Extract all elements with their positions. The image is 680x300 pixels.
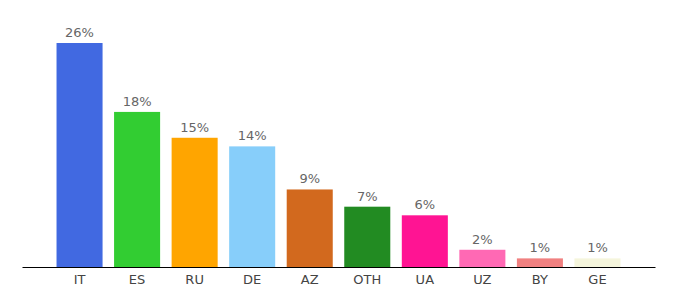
bar	[287, 189, 333, 267]
bar	[229, 146, 275, 267]
x-tick-label: RU	[185, 272, 204, 287]
bar	[574, 258, 620, 267]
bars	[57, 43, 621, 267]
x-tick: IT	[74, 267, 86, 287]
chart: 26% 18% 15% 14% 9% 7% 6% 2% 1% 1% IT ES RU DE AZ OTH UA U…	[0, 0, 680, 300]
data-label: 1%	[530, 240, 551, 255]
x-tick-label: UA	[416, 272, 435, 287]
x-tick-label: DE	[243, 272, 261, 287]
x-tick-label: OTH	[353, 272, 381, 287]
x-tick-label: IT	[74, 272, 86, 287]
bar	[172, 138, 218, 267]
data-label: 14%	[238, 128, 267, 143]
data-label: 18%	[123, 94, 152, 109]
x-tick: UZ	[473, 267, 491, 287]
x-tick: RU	[185, 267, 204, 287]
data-labels: 26% 18% 15% 14% 9% 7% 6% 2% 1% 1%	[65, 25, 608, 255]
data-label: 9%	[299, 171, 320, 186]
x-axis: IT ES RU DE AZ OTH UA UZ BY GE	[23, 267, 656, 287]
bar	[344, 207, 390, 267]
x-tick: OTH	[353, 267, 381, 287]
data-label: 6%	[415, 197, 436, 212]
x-tick-label: AZ	[301, 272, 319, 287]
x-tick-label: BY	[532, 272, 548, 287]
bar	[402, 215, 448, 267]
bar	[459, 250, 505, 267]
data-label: 7%	[357, 189, 378, 204]
x-tick: UA	[416, 267, 435, 287]
x-tick: BY	[532, 267, 548, 287]
x-tick: AZ	[301, 267, 319, 287]
data-label: 15%	[180, 120, 209, 135]
data-label: 2%	[472, 232, 493, 247]
data-label: 1%	[587, 240, 608, 255]
bar	[57, 43, 103, 267]
x-tick: GE	[588, 267, 606, 287]
x-tick: ES	[129, 267, 145, 287]
x-tick-label: GE	[588, 272, 606, 287]
x-tick-label: UZ	[473, 272, 491, 287]
x-tick: DE	[243, 267, 261, 287]
x-axis-line	[23, 267, 656, 268]
x-tick-label: ES	[129, 272, 145, 287]
bar	[517, 258, 563, 267]
data-label: 26%	[65, 25, 94, 40]
bar	[114, 112, 160, 267]
